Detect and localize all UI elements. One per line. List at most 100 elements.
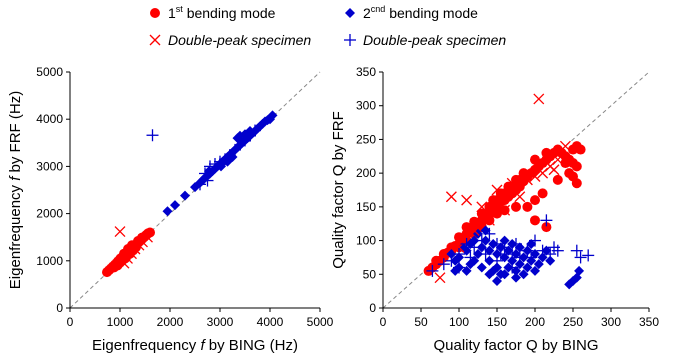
- point-plus: [540, 214, 553, 227]
- point-circle: [541, 147, 552, 158]
- point-diamond: [574, 265, 585, 276]
- series-plus: [146, 124, 261, 191]
- point-x: [142, 231, 153, 243]
- point-x: [114, 226, 126, 237]
- point-diamond: [162, 206, 173, 217]
- point-x: [521, 174, 533, 186]
- point-x: [118, 257, 130, 269]
- y-tick-label: 4000: [36, 112, 63, 126]
- point-diamond: [473, 249, 483, 260]
- point-circle: [552, 174, 563, 185]
- point-plus: [536, 244, 549, 257]
- point-plus: [201, 174, 214, 187]
- x-tick-label: 250: [563, 315, 583, 329]
- x-tick-label: 4000: [257, 315, 284, 329]
- point-circle: [488, 195, 499, 206]
- x-tick-label: 0: [380, 315, 387, 329]
- legend-marker-diamond: [345, 8, 355, 18]
- point-x: [529, 171, 541, 182]
- point-diamond: [530, 249, 540, 260]
- x-tick-label: 1000: [107, 315, 134, 329]
- point-plus: [498, 241, 511, 254]
- point-plus: [582, 249, 595, 262]
- point-diamond: [488, 265, 499, 276]
- point-diamond: [530, 265, 540, 276]
- point-x: [548, 164, 560, 176]
- point-diamond: [267, 110, 278, 121]
- point-plus: [464, 251, 477, 264]
- point-diamond: [180, 190, 190, 201]
- y-tick-label: 150: [356, 200, 376, 214]
- y-axis-label: Eigenfrequency f by FRF (Hz): [7, 91, 24, 289]
- legend-marker-x: [149, 34, 161, 46]
- point-plus: [194, 178, 206, 191]
- point-circle: [518, 168, 529, 179]
- y-tick-label: 2000: [36, 207, 63, 221]
- point-diamond: [545, 255, 556, 266]
- y-tick-label: 50: [363, 267, 377, 281]
- legend: 1st bending mode 2cnd bending mode Double-…: [149, 4, 506, 48]
- point-plus: [199, 167, 211, 180]
- point-circle: [571, 161, 582, 172]
- point-plus: [544, 248, 557, 261]
- point-plus: [239, 134, 251, 147]
- y-tick-label: 350: [356, 65, 376, 79]
- x-tick-label: 5000: [307, 315, 334, 329]
- legend-marker-plus: [344, 34, 356, 46]
- point-x: [491, 184, 503, 196]
- point-diamond: [461, 245, 472, 256]
- point-diamond: [469, 235, 480, 246]
- point-diamond: [522, 262, 533, 273]
- series-diamond: [446, 225, 585, 290]
- point-plus: [513, 251, 526, 264]
- point-plus: [548, 241, 560, 254]
- x-tick-label: 100: [449, 315, 469, 329]
- point-diamond: [461, 265, 472, 276]
- point-plus: [506, 261, 519, 274]
- point-plus: [460, 237, 473, 250]
- point-x: [533, 93, 545, 105]
- point-diamond: [499, 269, 510, 280]
- point-circle: [511, 201, 521, 212]
- x-tick-label: 350: [639, 315, 659, 329]
- point-diamond: [518, 269, 529, 280]
- point-x: [434, 272, 446, 284]
- y-tick-label: 0: [56, 301, 63, 315]
- point-circle: [537, 188, 548, 199]
- point-diamond: [526, 238, 537, 249]
- point-circle: [530, 195, 540, 206]
- y-tick-label: 1000: [36, 254, 63, 268]
- chart-quality-factor: 0 50 100 150 200 250 300 350 0 50 100 150 200 250 300 3…: [330, 65, 659, 354]
- point-x: [461, 194, 473, 206]
- point-plus: [244, 129, 256, 142]
- point-circle: [530, 215, 540, 226]
- point-plus: [491, 237, 503, 250]
- point-diamond: [492, 276, 502, 287]
- point-diamond: [514, 259, 525, 270]
- point-circle: [560, 158, 571, 169]
- series-x: [114, 226, 153, 269]
- point-circle: [530, 154, 540, 165]
- y-tick-label: 100: [356, 234, 376, 248]
- point-diamond: [170, 200, 180, 211]
- legend-label-3: Double-peak specimen: [168, 32, 311, 48]
- point-plus: [437, 258, 450, 271]
- point-circle: [431, 255, 442, 266]
- legend-label-2: 2cnd bending mode: [363, 4, 478, 21]
- point-diamond: [450, 265, 461, 276]
- point-circle: [575, 144, 586, 155]
- point-diamond: [465, 259, 476, 270]
- x-tick-label: 200: [525, 315, 545, 329]
- y-tick-label: 5000: [36, 65, 63, 79]
- point-plus: [229, 143, 241, 156]
- point-circle: [571, 178, 582, 189]
- point-plus: [483, 227, 496, 240]
- point-plus: [521, 244, 534, 257]
- x-tick-label: 0: [67, 315, 74, 329]
- point-circle: [541, 222, 552, 233]
- legend-label-1: 1st bending mode: [168, 4, 276, 21]
- point-plus: [445, 254, 458, 267]
- point-plus: [479, 248, 492, 261]
- point-x: [514, 191, 526, 203]
